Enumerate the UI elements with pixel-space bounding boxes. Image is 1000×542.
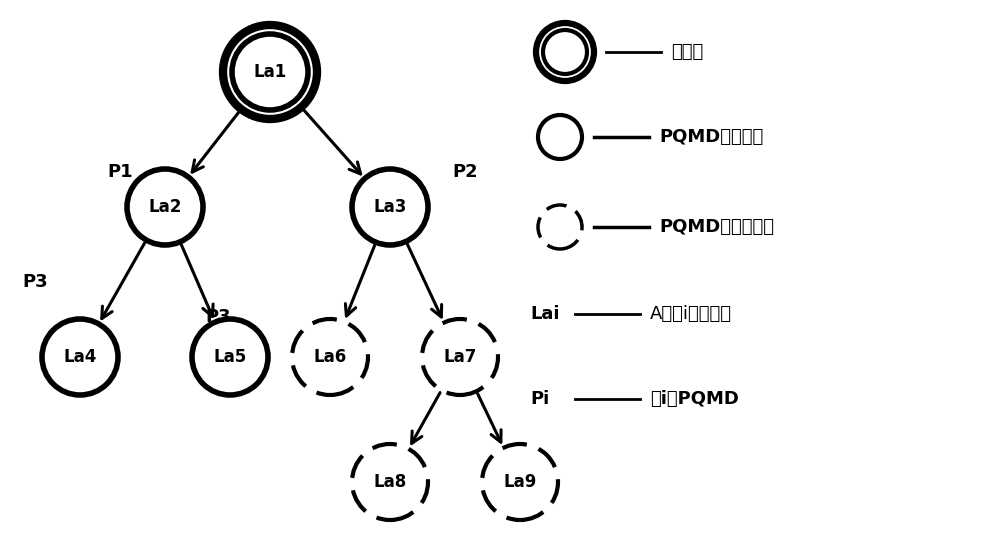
Text: La7: La7: [443, 348, 477, 366]
Text: PQMD未布置节点: PQMD未布置节点: [659, 218, 774, 236]
Text: La6: La6: [313, 348, 347, 366]
Text: La2: La2: [148, 198, 182, 216]
Text: La8: La8: [373, 473, 407, 491]
Circle shape: [422, 319, 498, 395]
Circle shape: [232, 34, 308, 110]
Text: La5: La5: [213, 348, 247, 366]
Circle shape: [292, 319, 368, 395]
Text: PQMD布置节点: PQMD布置节点: [659, 128, 763, 146]
Circle shape: [192, 319, 268, 395]
Circle shape: [127, 169, 203, 245]
Text: La9: La9: [503, 473, 537, 491]
Circle shape: [352, 169, 428, 245]
Circle shape: [538, 205, 582, 249]
Text: Lai: Lai: [530, 305, 560, 323]
Text: P1: P1: [107, 163, 133, 181]
Text: P2: P2: [452, 163, 478, 181]
Text: A向第i段输电线: A向第i段输电线: [650, 305, 732, 323]
Text: Pi: Pi: [530, 390, 550, 408]
Text: 根节点: 根节点: [671, 43, 703, 61]
Text: P3: P3: [205, 308, 231, 326]
Text: La1: La1: [253, 63, 287, 81]
Text: P3: P3: [22, 273, 48, 291]
Text: La4: La4: [63, 348, 97, 366]
Circle shape: [543, 30, 587, 74]
Text: 第i个PQMD: 第i个PQMD: [650, 390, 739, 408]
Circle shape: [538, 115, 582, 159]
Circle shape: [42, 319, 118, 395]
Circle shape: [352, 444, 428, 520]
Circle shape: [482, 444, 558, 520]
Text: La3: La3: [373, 198, 407, 216]
